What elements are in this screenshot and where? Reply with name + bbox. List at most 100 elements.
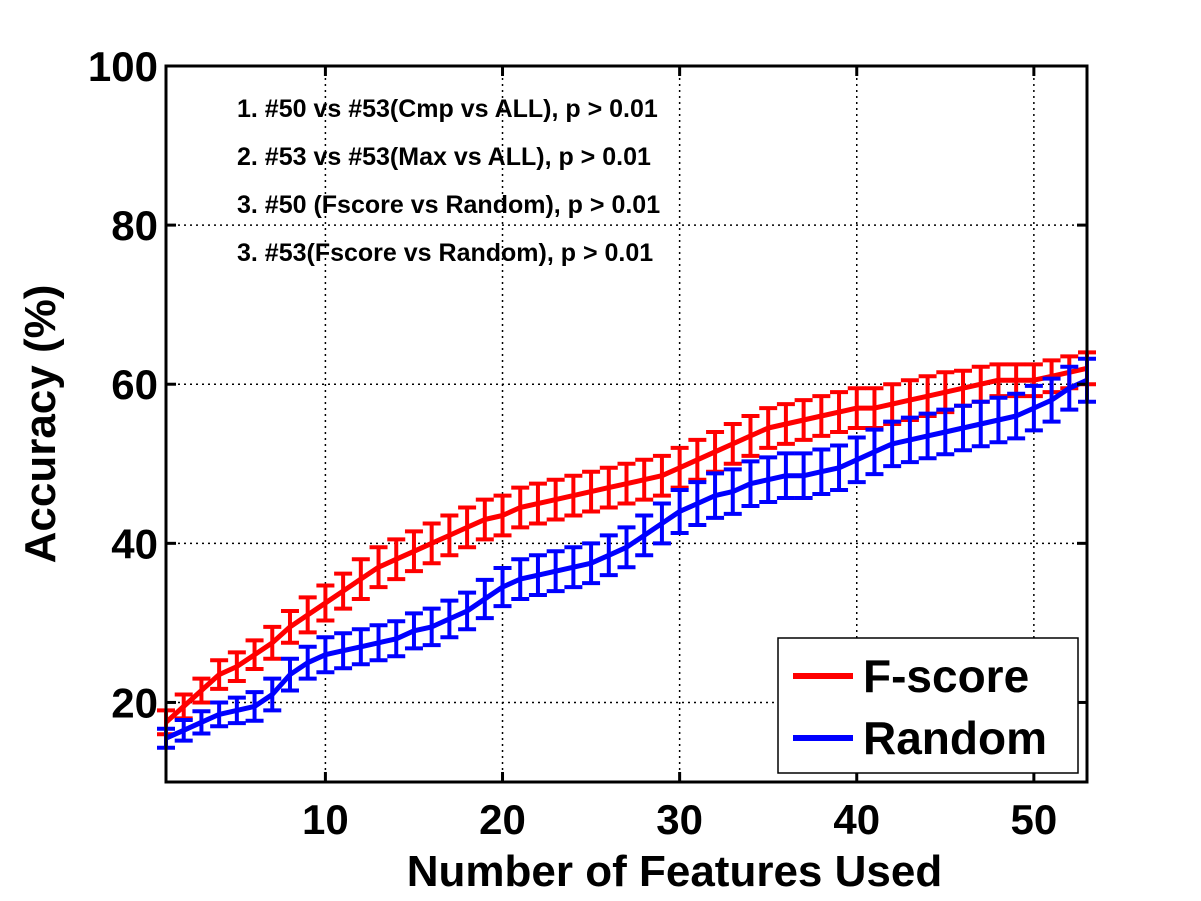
data-point xyxy=(465,608,470,613)
data-point xyxy=(518,577,523,582)
data-point xyxy=(323,652,328,657)
data-point xyxy=(181,728,186,733)
data-point xyxy=(518,505,523,510)
data-point xyxy=(535,573,540,578)
data-point xyxy=(287,624,292,629)
data-point xyxy=(252,704,257,709)
data-point xyxy=(837,410,842,415)
data-point xyxy=(465,525,470,530)
y-tick-label: 80 xyxy=(111,202,158,249)
data-point xyxy=(341,648,346,653)
x-tick-label: 30 xyxy=(656,796,703,843)
y-tick-label: 40 xyxy=(111,520,158,567)
data-point xyxy=(341,589,346,594)
annotation-text: 2. #53 vs #53(Max vs ALL), p > 0.01 xyxy=(237,143,651,171)
data-point xyxy=(925,433,930,438)
data-point xyxy=(482,517,487,522)
data-point xyxy=(677,509,682,514)
legend: F-score Random xyxy=(777,637,1079,774)
data-point xyxy=(1014,378,1019,383)
data-point xyxy=(783,473,788,478)
data-point xyxy=(606,553,611,558)
data-point xyxy=(181,704,186,709)
data-point xyxy=(659,473,664,478)
data-point xyxy=(819,469,824,474)
data-point xyxy=(748,433,753,438)
data-point xyxy=(606,485,611,490)
data-point xyxy=(358,577,363,582)
data-point xyxy=(394,636,399,641)
y-tick-label: 20 xyxy=(111,679,158,726)
y-tick-label: 100 xyxy=(88,43,158,90)
data-point xyxy=(199,688,204,693)
legend-box xyxy=(777,637,1079,774)
data-point xyxy=(695,501,700,506)
data-point xyxy=(642,477,647,482)
annotation-text: 3. #53(Fscore vs Random), p > 0.01 xyxy=(237,239,653,267)
annotation-text: 1. #50 vs #53(Cmp vs ALL), p > 0.01 xyxy=(237,95,658,123)
data-point xyxy=(1031,378,1036,383)
data-point xyxy=(1049,398,1054,403)
data-point xyxy=(624,481,629,486)
legend-label: Random xyxy=(863,712,1047,764)
data-point xyxy=(571,565,576,570)
data-point xyxy=(305,612,310,617)
data-point xyxy=(270,640,275,645)
annotation-text: 3. #50 (Fscore vs Random), p > 0.01 xyxy=(237,191,660,219)
data-point xyxy=(766,477,771,482)
data-point xyxy=(305,660,310,665)
data-point xyxy=(978,382,983,387)
data-point xyxy=(713,449,718,454)
data-point xyxy=(872,406,877,411)
data-point xyxy=(429,541,434,546)
data-point xyxy=(837,465,842,470)
data-point xyxy=(907,437,912,442)
data-point xyxy=(854,457,859,462)
axis-ticks: 10 20 30 40 50 20 40 60 80 100 xyxy=(88,43,1087,843)
data-point xyxy=(766,425,771,430)
data-point xyxy=(500,585,505,590)
data-point xyxy=(482,597,487,602)
data-point xyxy=(943,390,948,395)
plot-frame xyxy=(164,64,1089,784)
data-point xyxy=(819,414,824,419)
data-point xyxy=(553,497,558,502)
x-tick-label: 40 xyxy=(833,796,880,843)
data-point xyxy=(925,394,930,399)
data-point xyxy=(199,720,204,725)
data-point xyxy=(730,489,735,494)
data-point xyxy=(961,386,966,391)
data-point xyxy=(500,513,505,518)
data-point xyxy=(677,465,682,470)
data-point xyxy=(996,418,1001,423)
data-point xyxy=(411,628,416,633)
data-point xyxy=(713,493,718,498)
annotations: 1. #50 vs #53(Cmp vs ALL), p > 0.01 2. #5… xyxy=(237,95,660,267)
data-point xyxy=(695,457,700,462)
data-point xyxy=(872,449,877,454)
data-point xyxy=(589,561,594,566)
data-point xyxy=(376,640,381,645)
data-point xyxy=(270,692,275,697)
data-point xyxy=(961,425,966,430)
data-point xyxy=(1014,414,1019,419)
data-point xyxy=(1031,406,1036,411)
data-point xyxy=(890,402,895,407)
x-tick-label: 10 xyxy=(302,796,349,843)
x-axis-label: Number of Features Used xyxy=(407,847,942,896)
legend-label: F-score xyxy=(863,650,1029,702)
series-f-score xyxy=(157,350,1096,737)
data-point xyxy=(447,616,452,621)
series-layer xyxy=(157,350,1096,750)
data-point xyxy=(394,557,399,562)
data-point xyxy=(411,549,416,554)
data-point xyxy=(376,565,381,570)
data-point xyxy=(642,533,647,538)
y-tick-label: 60 xyxy=(111,361,158,408)
data-point xyxy=(429,624,434,629)
data-point xyxy=(783,422,788,426)
data-point xyxy=(943,429,948,434)
x-tick-label: 20 xyxy=(479,796,526,843)
data-point xyxy=(535,501,540,506)
data-point xyxy=(323,601,328,605)
